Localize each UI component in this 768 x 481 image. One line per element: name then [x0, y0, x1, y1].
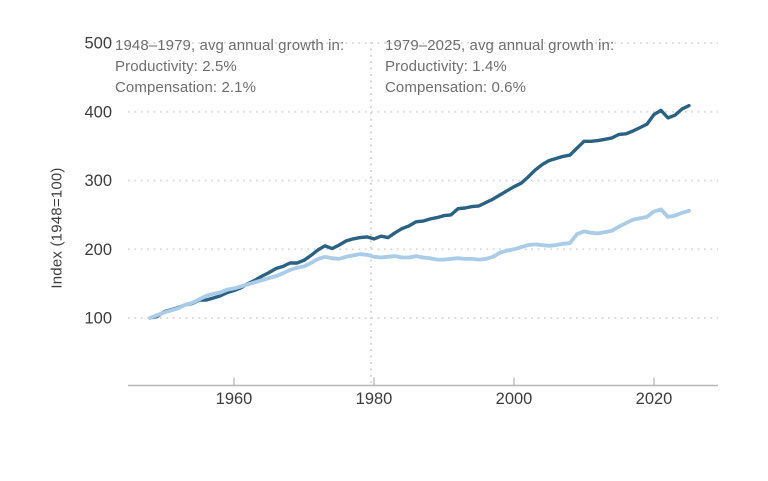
- annotation-compensation-growth: Compensation: 2.1%: [115, 79, 257, 96]
- annotation-1979-2025: 1979–2025, avg annual growth in: Product…: [385, 35, 614, 98]
- y-tick-label-500: 500: [84, 35, 112, 53]
- x-tick-label-1980: 1980: [356, 390, 393, 408]
- x-tick-label-2020: 2020: [636, 390, 673, 408]
- y-axis-title: Index (1948=100): [48, 167, 66, 289]
- series-line-compensation: [148, 207, 691, 320]
- x-tick-label-1960: 1960: [216, 390, 253, 408]
- annotation-period-label: 1979–2025, avg annual growth in:: [385, 37, 615, 54]
- annotation-productivity-growth: Productivity: 2.5%: [115, 58, 237, 75]
- annotation-1948-1979: 1948–1979, avg annual growth in: Product…: [115, 35, 344, 98]
- y-tick-label-200: 200: [84, 241, 112, 259]
- y-tick-label-100: 100: [84, 310, 112, 328]
- y-tick-label-300: 300: [84, 172, 112, 190]
- series-line-productivity: [148, 103, 691, 320]
- x-tick-label-2000: 2000: [496, 390, 533, 408]
- annotation-period-label: 1948–1979, avg annual growth in:: [115, 37, 345, 54]
- annotation-compensation-growth: Compensation: 0.6%: [385, 79, 527, 96]
- y-tick-label-400: 400: [84, 103, 112, 121]
- annotation-productivity-growth: Productivity: 1.4%: [385, 58, 507, 75]
